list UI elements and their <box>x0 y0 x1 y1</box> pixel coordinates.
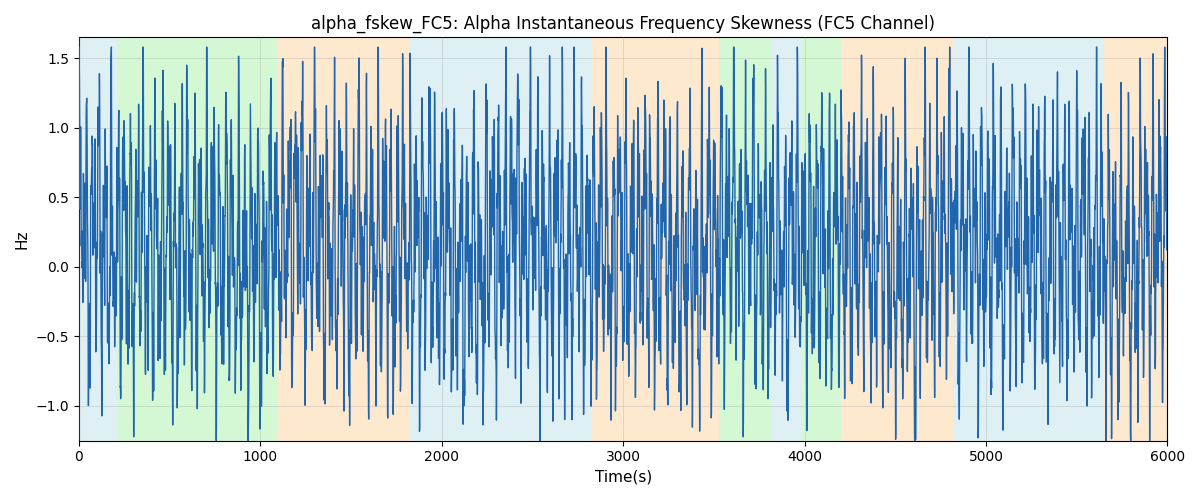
Bar <box>79 38 118 440</box>
Bar <box>118 38 277 440</box>
Bar <box>953 38 1104 440</box>
Bar <box>841 38 953 440</box>
Bar <box>772 38 800 440</box>
Bar <box>719 38 772 440</box>
Bar <box>277 38 409 440</box>
Bar <box>409 38 590 440</box>
Title: alpha_fskew_FC5: Alpha Instantaneous Frequency Skewness (FC5 Channel): alpha_fskew_FC5: Alpha Instantaneous Fre… <box>311 15 935 34</box>
Y-axis label: Hz: Hz <box>14 230 30 249</box>
Bar <box>590 38 719 440</box>
X-axis label: Time(s): Time(s) <box>594 470 652 485</box>
Bar <box>1104 38 1168 440</box>
Bar <box>800 38 841 440</box>
